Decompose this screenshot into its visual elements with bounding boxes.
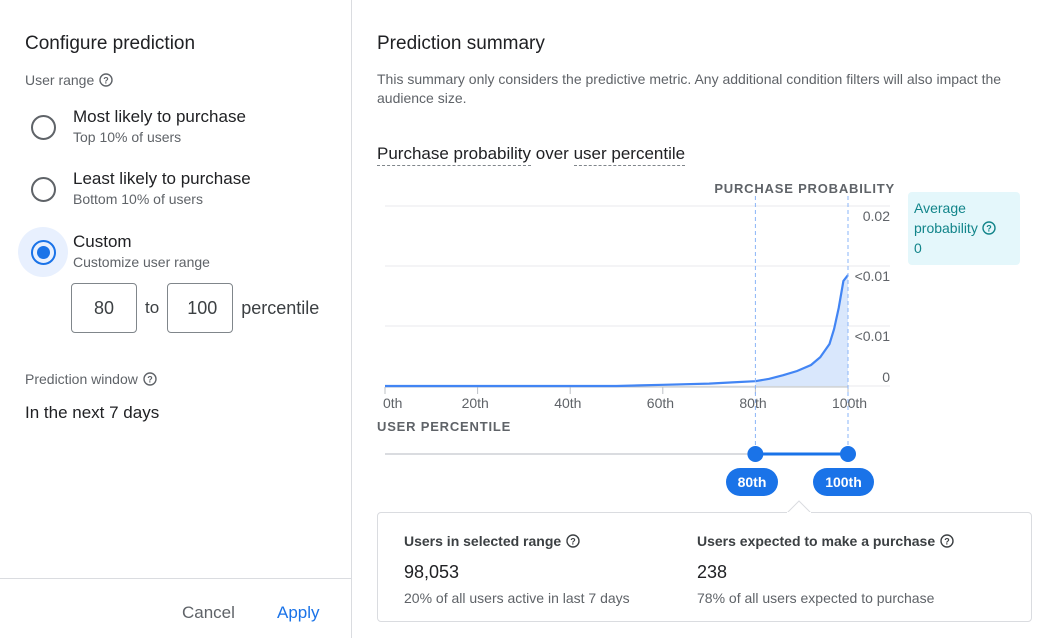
stat-label: Users expected to make a purchase <box>697 533 936 549</box>
summary-description: This summary only considers the predicti… <box>377 71 1002 106</box>
percentile-range: to percentile <box>71 283 319 333</box>
slider-low-handle[interactable] <box>747 446 764 462</box>
chart-title: Purchase probability over user percentil… <box>377 144 686 166</box>
prediction-window-value: In the next 7 days <box>25 403 160 422</box>
x-tick-label: 100th <box>832 395 867 411</box>
chart-line <box>385 274 849 388</box>
option-sub: Customize user range <box>73 254 210 270</box>
average-probability-label: Average probability ? <box>914 198 1014 238</box>
option-sub: Top 10% of users <box>73 129 182 145</box>
help-icon[interactable]: ? <box>940 534 954 548</box>
x-tick-label: 60th <box>647 395 674 411</box>
help-icon[interactable]: ? <box>99 73 113 87</box>
stat-value: 238 <box>697 562 728 582</box>
apply-button[interactable]: Apply <box>277 603 320 622</box>
chart-area <box>755 275 848 386</box>
configure-panel: Configure prediction User range ? Most l… <box>0 0 352 638</box>
option-least-likely[interactable]: Least likely to purchase Bottom 10% of u… <box>18 164 251 214</box>
svg-text:?: ? <box>944 537 950 547</box>
prediction-window-label: Prediction window ? <box>25 371 157 387</box>
range-unit-label: percentile <box>241 297 320 318</box>
option-custom[interactable]: Custom Customize user range <box>18 227 210 277</box>
chart-title-dimension[interactable]: user percentile <box>573 144 686 166</box>
selection-guides <box>754 196 849 454</box>
stat-expected-purchasers: Users expected to make a purchase ? 238 … <box>697 533 954 606</box>
x-axis-title: USER PERCENTILE <box>377 419 511 434</box>
option-title: Most likely to purchase <box>73 107 246 126</box>
x-tick-label: 20th <box>462 395 489 411</box>
stat-users-in-range: Users in selected range ? 98,053 20% of … <box>404 533 630 606</box>
panel-footer: Cancel Apply <box>0 578 352 638</box>
chart-title-metric[interactable]: Purchase probability <box>377 144 532 166</box>
y-tick-label: <0.01 <box>855 268 891 284</box>
radio-least-likely[interactable] <box>18 164 68 214</box>
average-probability-box: Average probability ? 0 <box>908 192 1020 265</box>
stats-card-pointer <box>787 500 811 513</box>
range-to-input[interactable] <box>167 283 234 333</box>
radio-most-likely[interactable] <box>18 102 68 152</box>
range-to-label: to <box>145 298 160 317</box>
slider-high-label: 100th <box>813 468 874 496</box>
help-icon[interactable]: ? <box>982 221 996 235</box>
chart-labels: 0.02 <0.01 <0.01 0 0th 20th 40th 60th 80th 100th P… <box>377 181 895 434</box>
y-axis-title: PURCHASE PROBABILITY <box>714 181 895 196</box>
slider-low-label: 80th <box>726 468 778 496</box>
y-tick-label: 0 <box>882 369 890 385</box>
cancel-button[interactable]: Cancel <box>182 603 235 622</box>
help-icon[interactable]: ? <box>143 372 157 386</box>
panel-title: Configure prediction <box>25 33 196 54</box>
radio-custom[interactable] <box>18 227 68 277</box>
stats-card: Users in selected range ? 98,053 20% of … <box>377 512 1032 622</box>
stat-sub: 78% of all users expected to purchase <box>697 590 935 606</box>
average-probability-value: 0 <box>914 240 922 256</box>
user-range-text: User range <box>25 72 95 88</box>
prediction-window-text: Prediction window <box>25 371 138 387</box>
x-tick-label: 0th <box>383 395 402 411</box>
svg-text:?: ? <box>570 537 576 547</box>
probability-chart: 0.02 <0.01 <0.01 0 0th 20th 40th 60th 80th 100th P… <box>377 181 895 462</box>
help-icon[interactable]: ? <box>566 534 580 548</box>
slider-high-handle[interactable] <box>840 446 856 462</box>
stat-value: 98,053 <box>404 562 460 582</box>
svg-text:?: ? <box>986 224 992 234</box>
x-tick-label: 40th <box>554 395 581 411</box>
summary-title: Prediction summary <box>377 33 545 54</box>
range-from-input[interactable] <box>71 283 137 333</box>
svg-text:?: ? <box>147 375 153 385</box>
chart-title-over: over <box>535 144 569 163</box>
option-most-likely[interactable]: Most likely to purchase Top 10% of users <box>18 102 246 152</box>
user-range-label: User range ? <box>25 72 113 88</box>
average-probability-text: Average probability <box>914 200 978 236</box>
option-sub: Bottom 10% of users <box>73 191 203 207</box>
option-title: Least likely to purchase <box>73 169 251 188</box>
stat-sub: 20% of all users active in last 7 days <box>404 590 630 606</box>
svg-text:?: ? <box>104 76 110 86</box>
y-tick-label: 0.02 <box>863 208 890 224</box>
y-tick-label: <0.01 <box>855 328 891 344</box>
range-slider <box>385 446 856 462</box>
stat-label: Users in selected range <box>404 533 562 549</box>
x-tick-label: 80th <box>739 395 766 411</box>
option-title: Custom <box>73 232 132 251</box>
